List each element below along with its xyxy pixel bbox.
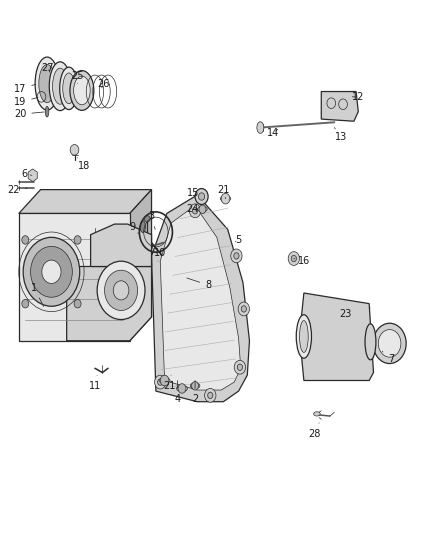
Circle shape <box>373 323 406 364</box>
Text: 3: 3 <box>148 211 155 229</box>
Text: 28: 28 <box>308 423 321 439</box>
Polygon shape <box>19 214 130 341</box>
Circle shape <box>199 205 206 214</box>
Ellipse shape <box>49 62 71 111</box>
Circle shape <box>113 281 129 300</box>
Text: 12: 12 <box>352 92 364 102</box>
Ellipse shape <box>140 221 145 232</box>
Text: 9: 9 <box>129 222 138 233</box>
Ellipse shape <box>74 76 90 105</box>
Circle shape <box>234 253 239 259</box>
Text: 22: 22 <box>7 184 28 195</box>
Circle shape <box>198 193 205 200</box>
Ellipse shape <box>70 70 94 110</box>
Circle shape <box>178 384 186 393</box>
Text: 19: 19 <box>14 97 38 107</box>
Circle shape <box>189 204 201 217</box>
Ellipse shape <box>60 67 78 110</box>
Text: 23: 23 <box>339 309 351 319</box>
Ellipse shape <box>35 57 59 110</box>
Circle shape <box>42 260 61 284</box>
Circle shape <box>70 144 79 155</box>
Circle shape <box>238 302 250 316</box>
Text: 13: 13 <box>334 127 347 142</box>
Polygon shape <box>28 169 37 182</box>
Ellipse shape <box>159 378 170 383</box>
Text: 26: 26 <box>98 78 110 88</box>
Polygon shape <box>91 224 152 266</box>
Text: 11: 11 <box>89 375 101 391</box>
Circle shape <box>22 236 29 244</box>
Ellipse shape <box>365 324 376 360</box>
Text: 20: 20 <box>14 109 44 119</box>
Circle shape <box>105 270 138 311</box>
Ellipse shape <box>39 64 55 103</box>
Text: 4: 4 <box>175 381 181 404</box>
Circle shape <box>288 252 300 265</box>
Circle shape <box>74 300 81 308</box>
Circle shape <box>22 300 29 308</box>
Text: 1: 1 <box>31 282 44 306</box>
Text: 24: 24 <box>187 204 199 214</box>
Ellipse shape <box>220 196 231 201</box>
Polygon shape <box>321 92 358 121</box>
Text: 17: 17 <box>14 84 36 94</box>
Text: 14: 14 <box>267 128 279 138</box>
Circle shape <box>205 389 216 402</box>
Circle shape <box>291 255 297 262</box>
Ellipse shape <box>63 73 75 104</box>
Text: 7: 7 <box>382 351 394 364</box>
Circle shape <box>208 392 213 399</box>
Ellipse shape <box>177 385 187 392</box>
Circle shape <box>231 249 242 263</box>
Circle shape <box>74 236 81 244</box>
Text: 21: 21 <box>163 375 175 391</box>
Text: 18: 18 <box>78 158 90 171</box>
Circle shape <box>155 375 166 389</box>
Circle shape <box>237 364 243 370</box>
Text: 21: 21 <box>217 184 230 199</box>
Text: 25: 25 <box>71 70 84 84</box>
Circle shape <box>160 375 169 386</box>
Ellipse shape <box>314 412 320 416</box>
Ellipse shape <box>190 383 200 389</box>
Text: 6: 6 <box>21 169 32 179</box>
Text: 2: 2 <box>192 381 198 404</box>
Circle shape <box>97 261 145 319</box>
Circle shape <box>192 208 198 214</box>
Polygon shape <box>67 266 152 341</box>
Circle shape <box>221 193 230 204</box>
Ellipse shape <box>300 320 308 352</box>
Ellipse shape <box>198 207 207 212</box>
Circle shape <box>31 246 72 297</box>
Polygon shape <box>19 190 152 214</box>
Ellipse shape <box>53 68 68 104</box>
Text: 8: 8 <box>187 278 211 290</box>
Text: 16: 16 <box>294 256 310 266</box>
Polygon shape <box>160 206 241 390</box>
Circle shape <box>195 189 208 205</box>
Text: 27: 27 <box>41 63 53 72</box>
Ellipse shape <box>257 122 264 133</box>
Circle shape <box>378 329 401 357</box>
Polygon shape <box>130 190 152 341</box>
Circle shape <box>234 360 246 374</box>
Ellipse shape <box>296 315 311 358</box>
Text: 10: 10 <box>154 248 166 261</box>
Polygon shape <box>300 293 374 381</box>
Text: 15: 15 <box>187 188 199 198</box>
Circle shape <box>191 382 198 390</box>
Circle shape <box>241 306 247 312</box>
Polygon shape <box>152 195 250 402</box>
Text: 5: 5 <box>236 235 242 245</box>
Circle shape <box>158 379 163 385</box>
Ellipse shape <box>144 216 150 222</box>
Circle shape <box>23 237 80 306</box>
Ellipse shape <box>46 107 49 117</box>
